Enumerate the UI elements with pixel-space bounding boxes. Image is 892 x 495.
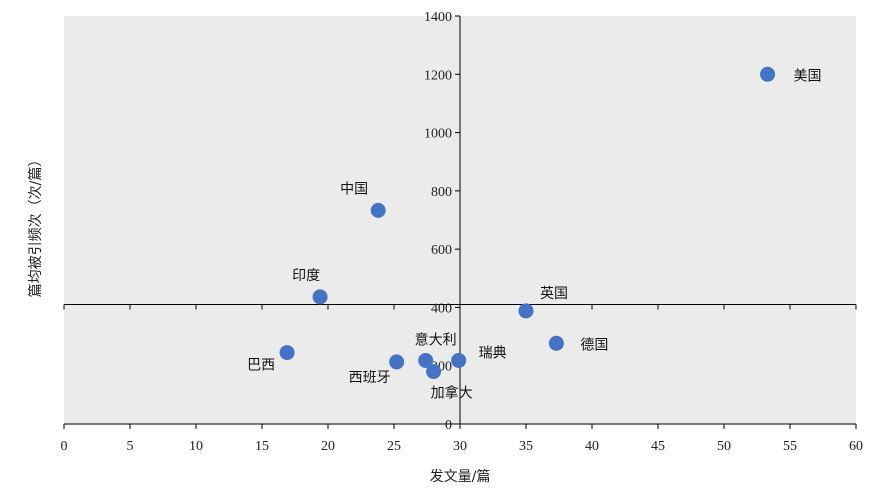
data-point: [426, 364, 442, 380]
x-tick-label: 5: [127, 439, 134, 454]
point-label: 美国: [794, 68, 822, 84]
point-label: 意大利: [415, 331, 457, 348]
y-tick-label: 1400: [424, 10, 452, 25]
data-points: [279, 66, 776, 380]
point-label: 印度: [292, 268, 320, 284]
x-tick-label: 40: [585, 439, 599, 454]
ticks: 0 5 10 15 20 25 30 35 40 45 50 55 600200400600800100…: [61, 10, 864, 454]
x-tick-label: 45: [651, 439, 665, 454]
x-tick-label: 35: [519, 439, 533, 454]
data-point: [418, 352, 434, 368]
data-point: [760, 66, 776, 82]
point-label: 中国: [340, 181, 368, 197]
y-tick-label: 1000: [424, 127, 452, 142]
point-label: 德国: [580, 337, 608, 353]
y-tick-label: 600: [431, 243, 452, 258]
point-label: 英国: [540, 285, 568, 302]
x-tick-label: 30: [453, 439, 467, 454]
y-tick-label: 0: [445, 418, 452, 433]
point-label: 巴西: [247, 358, 275, 374]
x-tick-label: 0: [61, 439, 68, 454]
y-axis-title: 篇均被引频次（次/篇）: [28, 153, 44, 298]
data-point: [451, 352, 467, 368]
y-tick-label: 400: [431, 301, 452, 316]
point-label: 瑞典: [479, 345, 507, 361]
x-tick-label: 50: [717, 439, 731, 454]
y-tick-label: 1200: [424, 68, 452, 83]
data-point: [389, 354, 405, 370]
data-point: [279, 345, 295, 361]
x-tick-label: 25: [387, 439, 401, 454]
data-point: [548, 335, 564, 351]
data-point: [518, 303, 534, 319]
x-tick-label: 20: [321, 439, 335, 454]
y-tick-label: 800: [431, 185, 452, 200]
x-tick-label: 55: [783, 439, 797, 454]
x-tick-label: 10: [189, 439, 203, 454]
point-label: 西班牙: [349, 370, 391, 386]
x-axis-title: 发文量/篇: [430, 469, 491, 485]
point-label: 加拿大: [431, 385, 473, 402]
x-tick-label: 60: [849, 439, 863, 454]
data-point: [312, 289, 328, 305]
data-point: [370, 202, 386, 218]
x-tick-label: 15: [255, 439, 269, 454]
